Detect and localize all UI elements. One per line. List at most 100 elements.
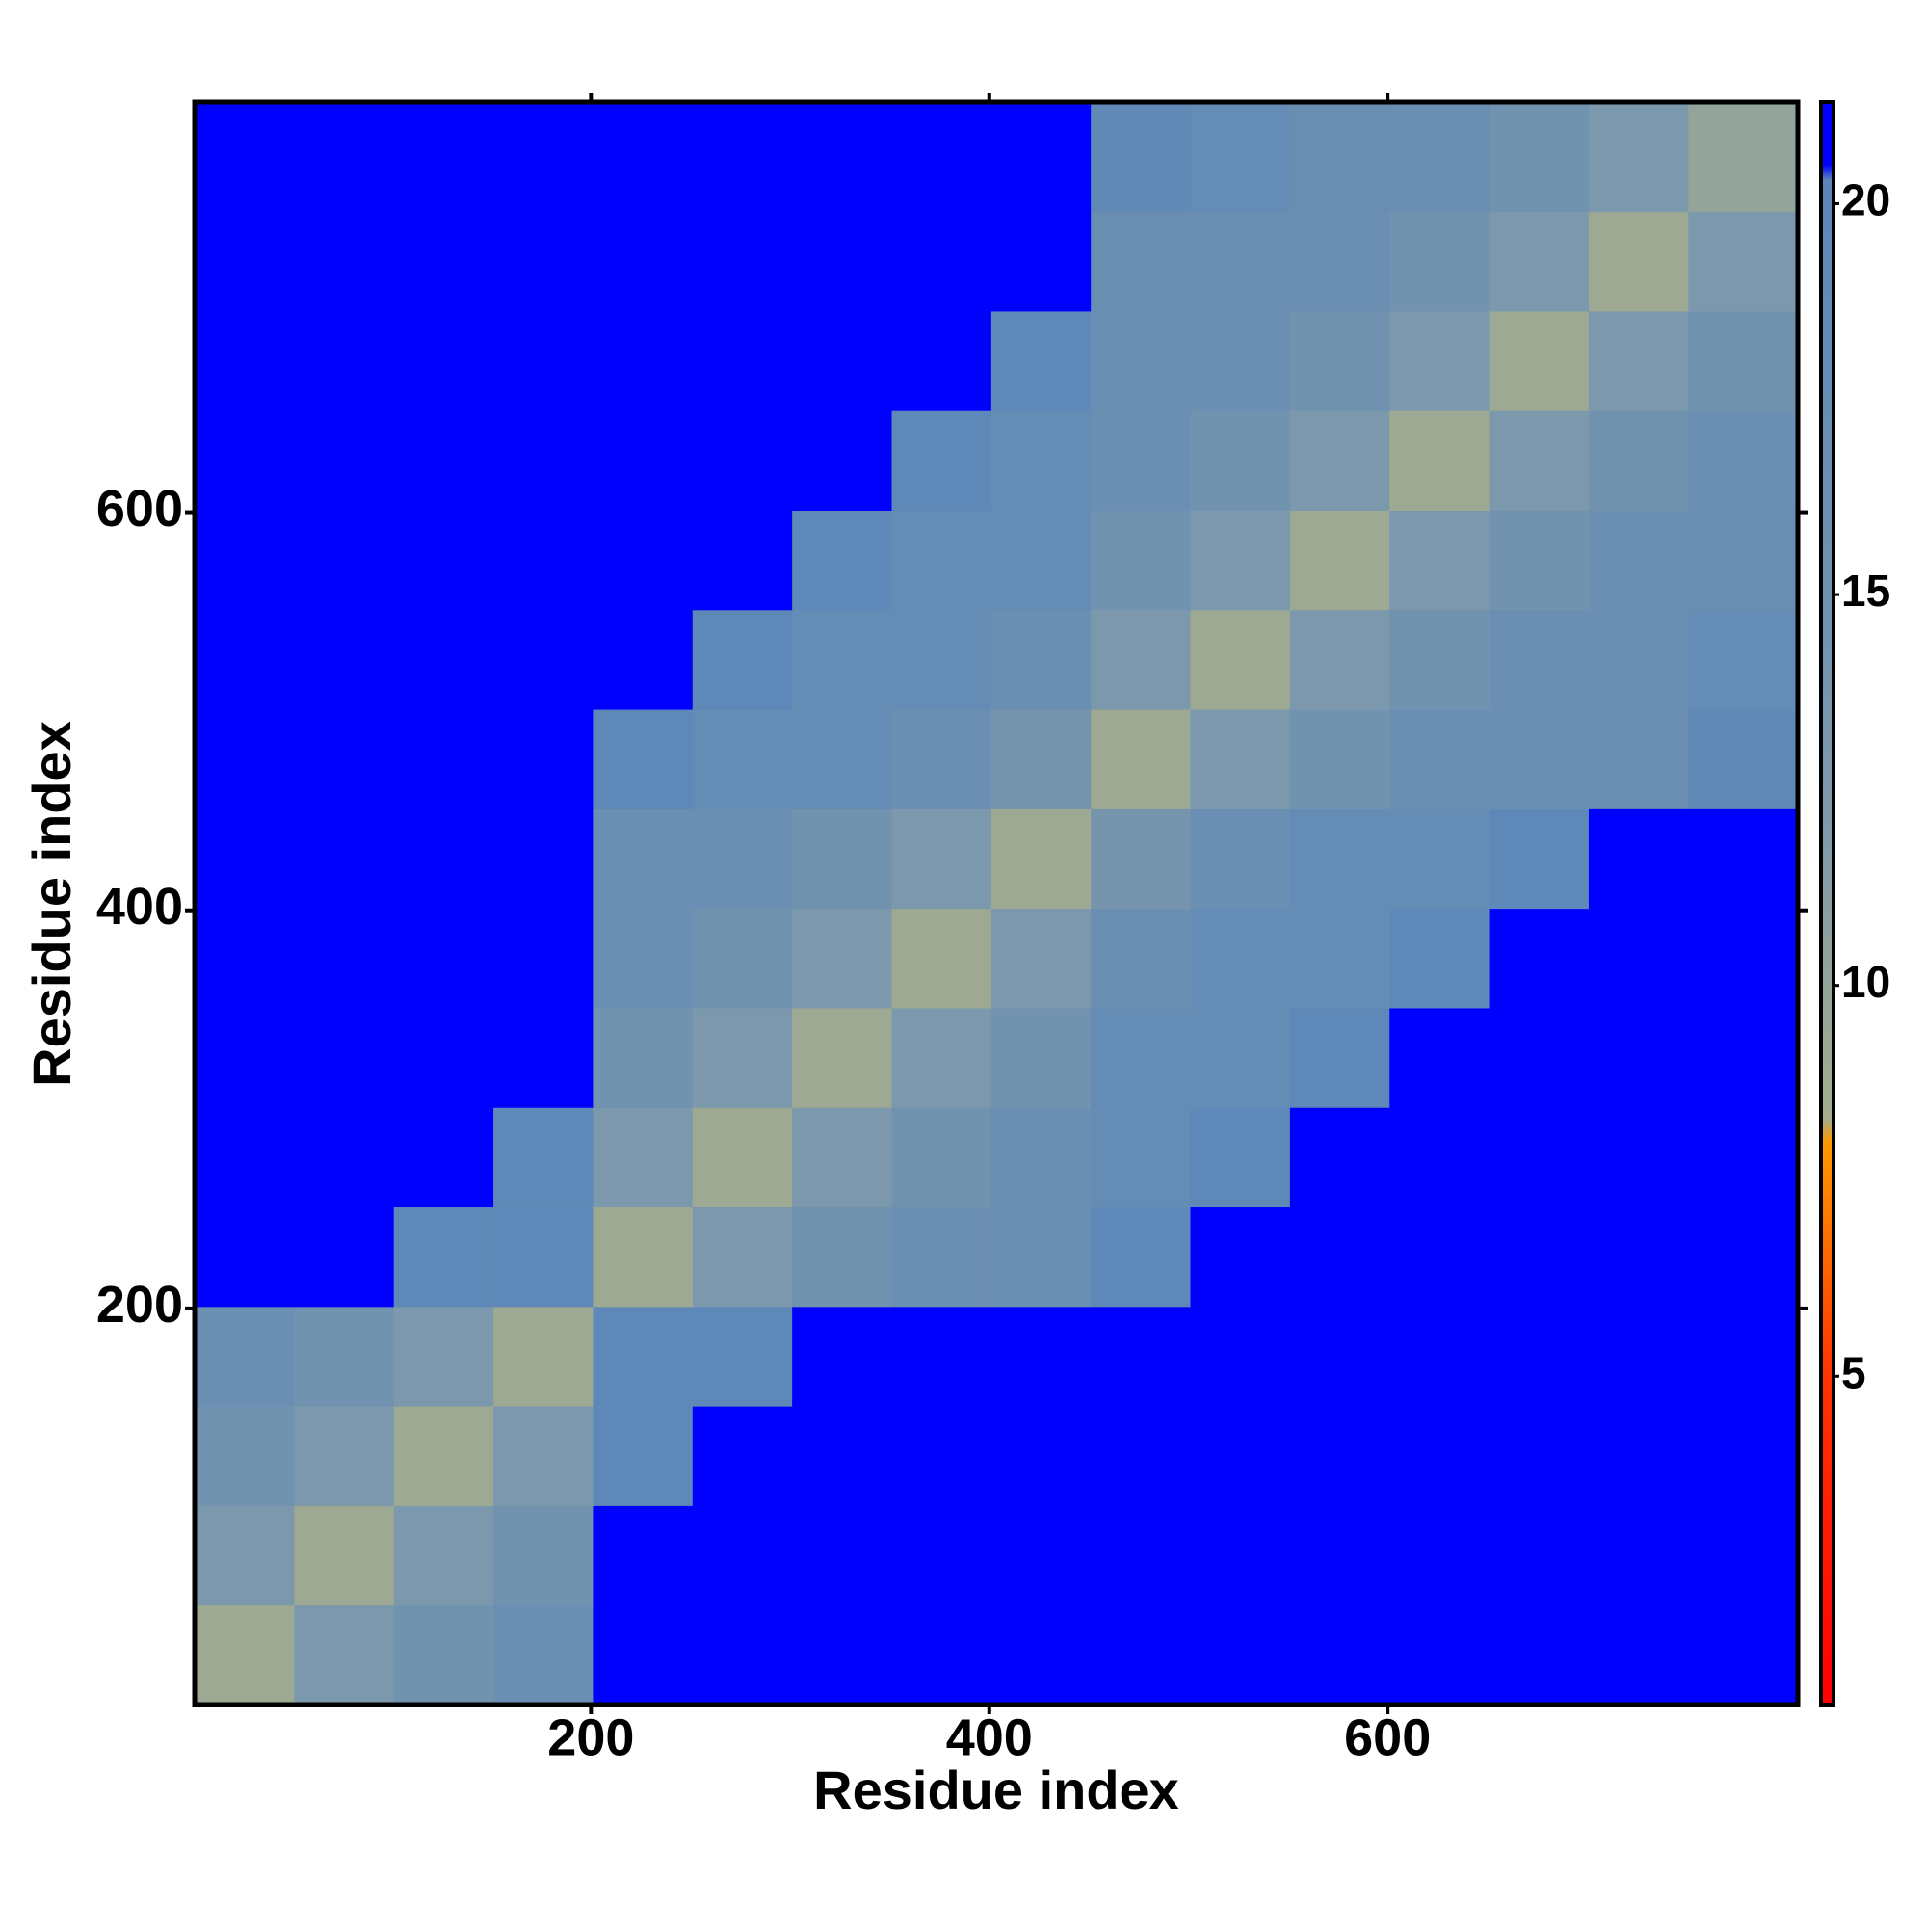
- heatmap-cell: [493, 310, 594, 411]
- heatmap-cell: [1091, 709, 1192, 809]
- heatmap-cell: [1190, 1107, 1291, 1208]
- heatmap-cell: [792, 709, 892, 809]
- heatmap-cell: [1389, 1206, 1491, 1308]
- heatmap-cell: [990, 609, 1092, 710]
- heatmap-cell: [1289, 1107, 1390, 1208]
- heatmap-cell: [1588, 808, 1689, 910]
- heatmap-cell: [294, 1206, 395, 1308]
- heatmap-cell: [1688, 1604, 1799, 1706]
- heatmap-cell: [891, 1107, 992, 1208]
- heatmap-cell: [792, 908, 892, 1009]
- heatmap-cell: [1289, 102, 1390, 213]
- heatmap-cell: [1588, 1406, 1689, 1506]
- heatmap-cell: [1091, 102, 1192, 213]
- heatmap-cell: [294, 410, 395, 511]
- heatmap-cell: [1489, 1206, 1590, 1308]
- heatmap-cell: [1091, 211, 1192, 312]
- colorbar-tick-label: 15: [1841, 566, 1890, 616]
- heatmap-cell: [393, 1206, 494, 1308]
- heatmap-cell: [1489, 1505, 1590, 1606]
- heatmap-cell: [195, 709, 295, 809]
- heatmap-cell: [1588, 709, 1689, 809]
- x-axis-title: Residue index: [813, 1760, 1179, 1820]
- heatmap-cell: [792, 510, 892, 611]
- heatmap-cell: [1389, 1107, 1491, 1208]
- heatmap-cell: [1091, 1505, 1192, 1606]
- heatmap-cell: [990, 1007, 1092, 1108]
- heatmap-cell: [1688, 1107, 1799, 1208]
- heatmap-cell: [1389, 410, 1491, 511]
- heatmap-cell: [1489, 1107, 1590, 1208]
- heatmap-cell: [393, 211, 494, 312]
- heatmap-cell: [593, 1406, 694, 1506]
- heatmap-cell: [1588, 410, 1689, 511]
- heatmap-cell: [1688, 1206, 1799, 1308]
- heatmap-cell: [1688, 510, 1799, 611]
- heatmap-cell: [891, 410, 992, 511]
- heatmap-cell: [1489, 609, 1590, 710]
- heatmap-cell: [195, 1206, 295, 1308]
- heatmap-cell: [593, 1306, 694, 1407]
- heatmap-cell: [393, 410, 494, 511]
- x-tick-label: 600: [1344, 1708, 1431, 1766]
- heatmap-cell: [891, 1007, 992, 1108]
- heatmap-cell: [1588, 510, 1689, 611]
- heatmap-cell: [1289, 510, 1390, 611]
- heatmap-cell: [1289, 709, 1390, 809]
- heatmap-cell: [891, 808, 992, 910]
- heatmap-cell: [891, 1406, 992, 1506]
- heatmap-cell: [393, 908, 494, 1009]
- heatmap-cell: [1190, 1406, 1291, 1506]
- heatmap-cell: [990, 1306, 1092, 1407]
- heatmap-cell: [792, 1505, 892, 1606]
- heatmap-cell: [493, 1505, 594, 1606]
- heatmap-cell: [294, 1604, 395, 1706]
- heatmap-cell: [692, 211, 793, 312]
- heatmap-cell: [393, 310, 494, 411]
- heatmap-cell: [990, 709, 1092, 809]
- heatmap-cell: [692, 1604, 793, 1706]
- heatmap-cell: [1091, 1604, 1192, 1706]
- plot-frame: [192, 99, 1801, 1707]
- heatmap-cell: [593, 410, 694, 511]
- heatmap-cell: [1389, 908, 1491, 1009]
- heatmap-cell: [393, 510, 494, 611]
- x-tick-label: 200: [547, 1708, 634, 1766]
- heatmap-cell: [1289, 1505, 1390, 1606]
- heatmap-cell: [1289, 808, 1390, 910]
- heatmap-cell: [493, 1306, 594, 1407]
- heatmap-cell: [294, 609, 395, 710]
- heatmap-cell: [1190, 410, 1291, 511]
- heatmap-cell: [195, 410, 295, 511]
- heatmap-cell: [1588, 1206, 1689, 1308]
- heatmap-cell: [195, 1306, 295, 1407]
- heatmap-cell: [294, 1406, 395, 1506]
- heatmap-cell: [593, 1007, 694, 1108]
- heatmap-cell: [493, 609, 594, 710]
- heatmap-cell: [1289, 1007, 1390, 1108]
- heatmap-cell: [294, 310, 395, 411]
- heatmap-cell: [1389, 1007, 1491, 1108]
- heatmap-cell: [1190, 1505, 1291, 1606]
- heatmap-cell: [792, 102, 892, 213]
- heatmap-cell: [1588, 1306, 1689, 1407]
- y-tick-label: 400: [96, 878, 183, 936]
- heatmap-cell: [1190, 211, 1291, 312]
- heatmap-cell: [990, 1206, 1092, 1308]
- heatmap-cell: [393, 1505, 494, 1606]
- y-tick-label: 200: [96, 1276, 183, 1334]
- heatmap-cell: [1489, 1604, 1590, 1706]
- heatmap-cell: [294, 1007, 395, 1108]
- heatmap-cell: [891, 1505, 992, 1606]
- heatmap-cell: [1588, 1107, 1689, 1208]
- colorbar-tick-label: 5: [1841, 1347, 1866, 1397]
- heatmap-cell: [493, 1406, 594, 1506]
- heatmap-cell: [493, 1206, 594, 1308]
- heatmap-cell: [692, 709, 793, 809]
- heatmap-cell: [195, 609, 295, 710]
- heatmap-cell: [692, 310, 793, 411]
- heatmap-cell: [1091, 1107, 1192, 1208]
- heatmap-cell: [294, 1107, 395, 1208]
- heatmap-cell: [692, 808, 793, 910]
- heatmap-cell: [1489, 1406, 1590, 1506]
